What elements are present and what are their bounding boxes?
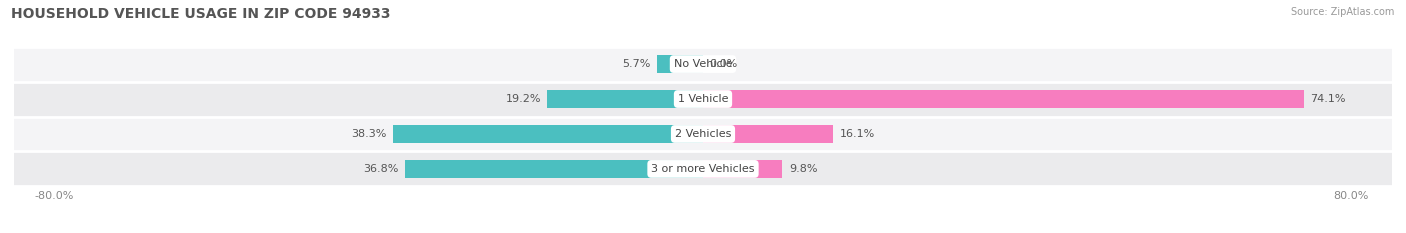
Text: 9.8%: 9.8% [789, 164, 817, 174]
Bar [14, 151, 1392, 186]
Text: 3 or more Vehicles: 3 or more Vehicles [651, 164, 755, 174]
Text: 2 Vehicles: 2 Vehicles [675, 129, 731, 139]
Bar [392, 125, 703, 143]
Text: 36.8%: 36.8% [363, 164, 398, 174]
Bar [14, 47, 1392, 82]
Text: Source: ZipAtlas.com: Source: ZipAtlas.com [1291, 7, 1395, 17]
Text: 16.1%: 16.1% [839, 129, 875, 139]
Bar [703, 160, 782, 178]
Text: 0.0%: 0.0% [710, 59, 738, 69]
Bar [657, 55, 703, 73]
Text: HOUSEHOLD VEHICLE USAGE IN ZIP CODE 94933: HOUSEHOLD VEHICLE USAGE IN ZIP CODE 9493… [11, 7, 391, 21]
Bar [703, 90, 1303, 108]
Bar [14, 82, 1392, 116]
Text: 5.7%: 5.7% [621, 59, 651, 69]
Text: 19.2%: 19.2% [505, 94, 541, 104]
Text: No Vehicle: No Vehicle [673, 59, 733, 69]
Text: 1 Vehicle: 1 Vehicle [678, 94, 728, 104]
Bar [14, 116, 1392, 151]
Bar [405, 160, 703, 178]
Bar [547, 90, 703, 108]
Text: 74.1%: 74.1% [1310, 94, 1346, 104]
Bar [703, 125, 834, 143]
Text: 38.3%: 38.3% [350, 129, 387, 139]
